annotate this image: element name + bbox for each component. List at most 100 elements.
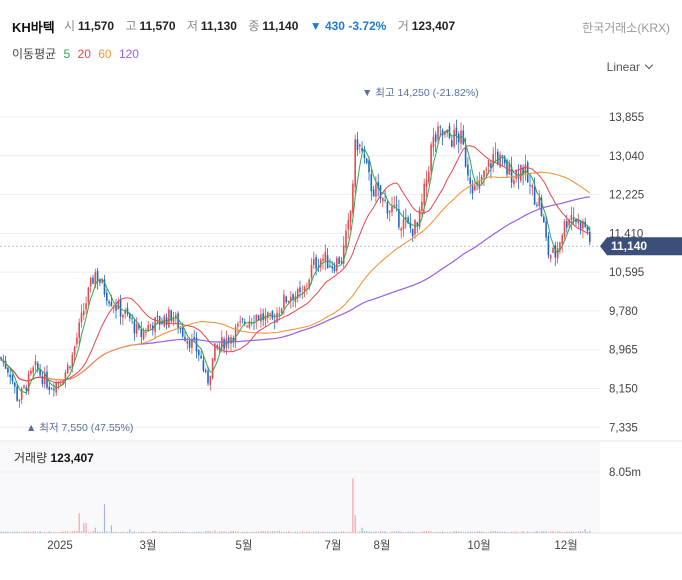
candle-body bbox=[103, 279, 106, 295]
candle-body bbox=[27, 373, 30, 392]
candle-body bbox=[400, 228, 402, 231]
volume-bar bbox=[405, 532, 407, 533]
stock-name[interactable]: KH바텍 bbox=[12, 20, 55, 35]
candle-body bbox=[437, 126, 439, 140]
volume-bar bbox=[264, 531, 267, 533]
volume-bar bbox=[140, 531, 142, 533]
candle-body bbox=[34, 361, 37, 366]
candle-body bbox=[177, 313, 179, 329]
candle-body bbox=[524, 164, 527, 174]
candle-body bbox=[112, 307, 115, 309]
volume-bar bbox=[389, 532, 391, 533]
volume-bar bbox=[554, 532, 556, 533]
volume-bar bbox=[251, 531, 253, 533]
volume-bar bbox=[23, 531, 25, 533]
volume-bar bbox=[21, 531, 23, 533]
moving-average-legend[interactable]: 이동평균 5 20 60 120 bbox=[12, 45, 143, 62]
price-axis-tick: 10,595 bbox=[609, 267, 644, 279]
candle-body bbox=[158, 316, 161, 325]
volume-bar bbox=[301, 531, 303, 533]
volume-bar bbox=[361, 527, 363, 533]
candle-body bbox=[106, 292, 108, 301]
volume-bar bbox=[117, 532, 119, 533]
candle-body bbox=[32, 367, 34, 373]
candle-body bbox=[563, 221, 566, 237]
candle-body bbox=[492, 154, 494, 166]
volume-bar bbox=[246, 531, 248, 533]
candle-body bbox=[239, 321, 241, 323]
volume-bar bbox=[396, 531, 398, 533]
volume-bar bbox=[108, 532, 110, 533]
volume-bar bbox=[428, 531, 430, 533]
candle-body bbox=[467, 164, 469, 176]
volume-bar bbox=[281, 531, 283, 533]
candle-body bbox=[135, 324, 138, 334]
candle-body bbox=[306, 285, 308, 287]
price-axis-tick: 13,040 bbox=[609, 151, 644, 163]
candle-body bbox=[211, 358, 214, 379]
candle-body bbox=[414, 219, 416, 235]
high-label: 고 bbox=[125, 19, 137, 33]
volume-bar bbox=[16, 531, 18, 533]
candle-body bbox=[568, 219, 570, 226]
candle-body bbox=[195, 337, 198, 352]
volume-bar bbox=[494, 531, 497, 533]
volume-bar bbox=[248, 532, 250, 533]
candle-body bbox=[508, 163, 511, 175]
candle-body bbox=[439, 126, 442, 128]
candle-body bbox=[46, 371, 48, 388]
candle-body bbox=[69, 366, 71, 368]
candle-body bbox=[53, 388, 55, 391]
candle-body bbox=[149, 324, 152, 326]
volume-bar bbox=[469, 531, 471, 533]
candle-body bbox=[471, 184, 474, 194]
volume-bar bbox=[0, 531, 2, 533]
open-value: 11,570 bbox=[78, 19, 115, 33]
candle-body bbox=[50, 388, 53, 390]
candle-body bbox=[257, 315, 260, 321]
volume-bar bbox=[285, 531, 287, 533]
volume-bar bbox=[200, 531, 202, 533]
candle-body bbox=[227, 337, 230, 343]
candle-body bbox=[464, 147, 467, 167]
volume-bar bbox=[258, 531, 260, 533]
candle-body bbox=[444, 131, 446, 135]
volume-bar bbox=[184, 531, 186, 533]
candle-body bbox=[161, 322, 163, 324]
close-label: 종 bbox=[248, 19, 260, 33]
volume-bar bbox=[163, 531, 165, 533]
candle-body bbox=[434, 134, 437, 142]
candle-body bbox=[432, 136, 435, 148]
volume-bar bbox=[120, 532, 122, 533]
candle-body bbox=[395, 205, 398, 207]
volume-bar bbox=[506, 532, 508, 533]
volume-bar bbox=[271, 531, 273, 533]
candle-body bbox=[64, 372, 67, 381]
volume-bar bbox=[407, 531, 409, 533]
candle-body bbox=[363, 153, 366, 159]
volume-bar bbox=[147, 532, 149, 533]
candle-body bbox=[83, 311, 85, 316]
volume-bar bbox=[497, 531, 499, 533]
scale-dropdown[interactable]: Linear bbox=[607, 60, 654, 74]
volume-bar bbox=[41, 532, 43, 533]
volume-bar bbox=[221, 531, 223, 533]
volume-bar bbox=[2, 531, 4, 533]
candle-body bbox=[175, 314, 177, 318]
volume-panel-label: 거래량 bbox=[14, 451, 48, 465]
candle-body bbox=[421, 201, 423, 211]
low-annotation: ▲ 최저 7,550 (47.55%) bbox=[26, 422, 133, 434]
volume-bar bbox=[191, 532, 193, 533]
candle-body bbox=[375, 184, 377, 197]
volume-bar bbox=[28, 531, 30, 533]
volume-bar bbox=[87, 531, 89, 533]
candle-body bbox=[478, 180, 481, 189]
volume-bar bbox=[324, 532, 326, 533]
ohlc-readout: 시 11,570 고 11,570 저 11,130 종 11,140 ▼ 430 -3… bbox=[64, 17, 463, 34]
volume-bar bbox=[216, 532, 218, 533]
volume-bar bbox=[48, 531, 50, 533]
volume-bar bbox=[115, 531, 117, 533]
candle-body bbox=[163, 316, 166, 327]
volume-bar bbox=[515, 531, 517, 533]
